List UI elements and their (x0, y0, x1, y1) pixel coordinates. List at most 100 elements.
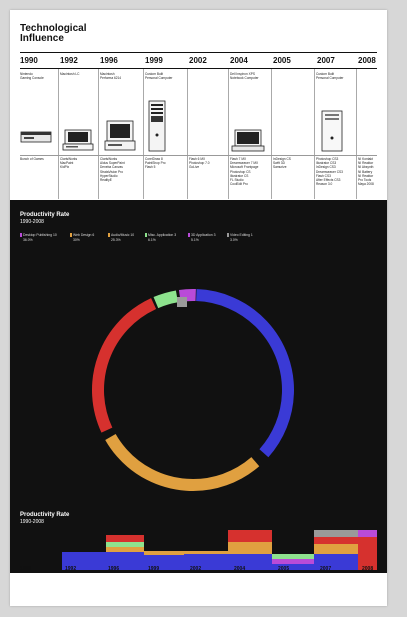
legend-name: Misc. Application 3 (148, 233, 177, 237)
productivity-title: Productivity Rate (20, 212, 70, 218)
software-2002: Flash 6 MX Photoshop 7.0 GoLive (189, 157, 210, 170)
year-2008: 2008 (358, 56, 376, 65)
poster: Technological Influence 1990 1992 1996 1… (10, 10, 387, 606)
bottom-year-1999: 1999 (148, 566, 160, 572)
legend-swatch (145, 233, 147, 237)
legend-name: Web Design 6 (73, 233, 95, 237)
bar-2002-blue (184, 554, 228, 570)
bar-1996-orange (106, 547, 144, 552)
software-1990: Bunch of Games (20, 157, 44, 161)
legend-swatch (70, 233, 72, 237)
year-1992: 1992 (60, 56, 78, 65)
productivity-subtitle: 1990-2008 (20, 219, 44, 225)
bar-2002-orange (184, 551, 228, 554)
bottom-year-2007: 2007 (320, 566, 332, 572)
bottom-year-1996: 1996 (108, 566, 120, 572)
year-row: 1990 1992 1996 1999 2002 2004 2005 2007 … (20, 56, 377, 66)
bar-2004-blue (228, 554, 272, 570)
bottom-year-row: 1990 1992 1996 1999 2002 2004 2005 2007 … (10, 563, 387, 583)
software-2004: Flash 7 MX Dreamweaver 7 MX Microsoft Fr… (230, 157, 259, 187)
year-2002: 2002 (189, 56, 207, 65)
legend-value: 30% (73, 238, 80, 242)
year-2007: 2007 (317, 56, 335, 65)
software-2007: Photoshop CS3 Illustrator CS3 InDesign C… (316, 157, 343, 187)
column-divider (98, 69, 99, 199)
ring-segment-blue (92, 289, 294, 491)
title-rule (20, 52, 377, 53)
bar-2007-blue (314, 554, 358, 570)
legend-name: 3D Application 3 (191, 233, 216, 237)
ring-segment-green (92, 289, 294, 491)
legend-value: 25.3% (111, 238, 121, 242)
bar-2007-gray (314, 530, 358, 537)
bar-1999-blue (144, 555, 184, 570)
console-icon (20, 131, 52, 143)
bar-2005-green (272, 554, 314, 559)
device-label-1996: Macintosh Performa 6214 (100, 72, 122, 80)
bottom-year-2005: 2005 (278, 566, 290, 572)
bottom-year-2004: 2004 (234, 566, 246, 572)
software-2005: InDesign CS Swift 3D Samurize (273, 157, 291, 170)
mac-lc-icon (62, 129, 94, 151)
column-divider (356, 69, 357, 199)
column-divider (271, 69, 272, 199)
bar-2007-red (314, 537, 358, 544)
column-divider (143, 69, 144, 199)
device-label-1990: Nintendo Gaming Console (20, 72, 44, 80)
year-2004: 2004 (230, 56, 248, 65)
poster-title: Technological Influence (20, 23, 87, 44)
year-2005: 2005 (273, 56, 291, 65)
software-2008: NI Kontakt NI Reaktor NI Absynth NI Batt… (358, 157, 374, 187)
bar-1999-orange (144, 551, 184, 555)
productivity-bars (62, 530, 377, 570)
bottom-title: Productivity Rate (20, 512, 70, 518)
bar-2008-purple (358, 530, 377, 537)
legend-name: Video Editing 1 (230, 233, 253, 237)
ring-segment-red (92, 289, 294, 491)
bar-2008-red (358, 537, 377, 570)
legend-value: 6.1% (148, 238, 156, 242)
tower-pc-icon (148, 100, 166, 152)
bar-2007-orange (314, 544, 358, 554)
legend-swatch (227, 233, 229, 237)
legend-value: 5.1% (191, 238, 199, 242)
year-rule (20, 68, 377, 69)
year-1996: 1996 (100, 56, 118, 65)
bar-1996-green (106, 542, 144, 547)
productivity-ring (91, 289, 294, 491)
legend-name: Audio/Music 10 (111, 233, 135, 237)
bottom-year-1992: 1992 (65, 566, 77, 572)
device-label-1992: Macintosh LC (60, 72, 80, 76)
legend-name: Desktop Publishing 10 (23, 233, 57, 237)
ring-segment-purple (91, 289, 294, 491)
legend-swatch (20, 233, 22, 237)
column-divider (58, 69, 59, 199)
bottom-subtitle: 1990-2008 (20, 519, 44, 525)
bar-2005-purple (272, 559, 314, 564)
legend-value: 36.0% (23, 238, 33, 242)
bar-1996-red (106, 535, 144, 542)
year-1999: 1999 (145, 56, 163, 65)
ring-segment-orange (92, 289, 294, 491)
bar-2004-orange (228, 542, 272, 554)
bottom-year-2008: 2008 (362, 566, 374, 572)
year-1990: 1990 (20, 56, 38, 65)
bar-2005-blue (272, 564, 314, 570)
software-1992: ClarisWorks MacPaint KidPix (60, 157, 78, 170)
performa-icon (104, 120, 136, 151)
legend-swatch (108, 233, 110, 237)
legend: Desktop Publishing 10 36.0% Web Design 6… (20, 233, 380, 247)
legend-value: 3.0% (230, 238, 238, 242)
laptop-icon (231, 129, 265, 152)
device-label-2007: Custom Built Personal Computer (316, 72, 344, 80)
column-divider (314, 69, 315, 199)
software-1999: CorelDraw 8 PaintShop Pro Flash 5 (145, 157, 166, 170)
ring-segment-gray (177, 297, 187, 307)
column-divider (187, 69, 188, 199)
software-1996: ClarisWorks Aldus SuperPaint Deneba Canv… (100, 157, 125, 183)
bottom-year-1990: 1990 (20, 566, 32, 572)
device-label-1999: Custom Built Personal Computer (145, 72, 173, 80)
device-label-2004: Dell Inspiron XPS Notebook Computer (230, 72, 259, 80)
legend-swatch (188, 233, 190, 237)
bar-1996-blue (106, 552, 144, 570)
